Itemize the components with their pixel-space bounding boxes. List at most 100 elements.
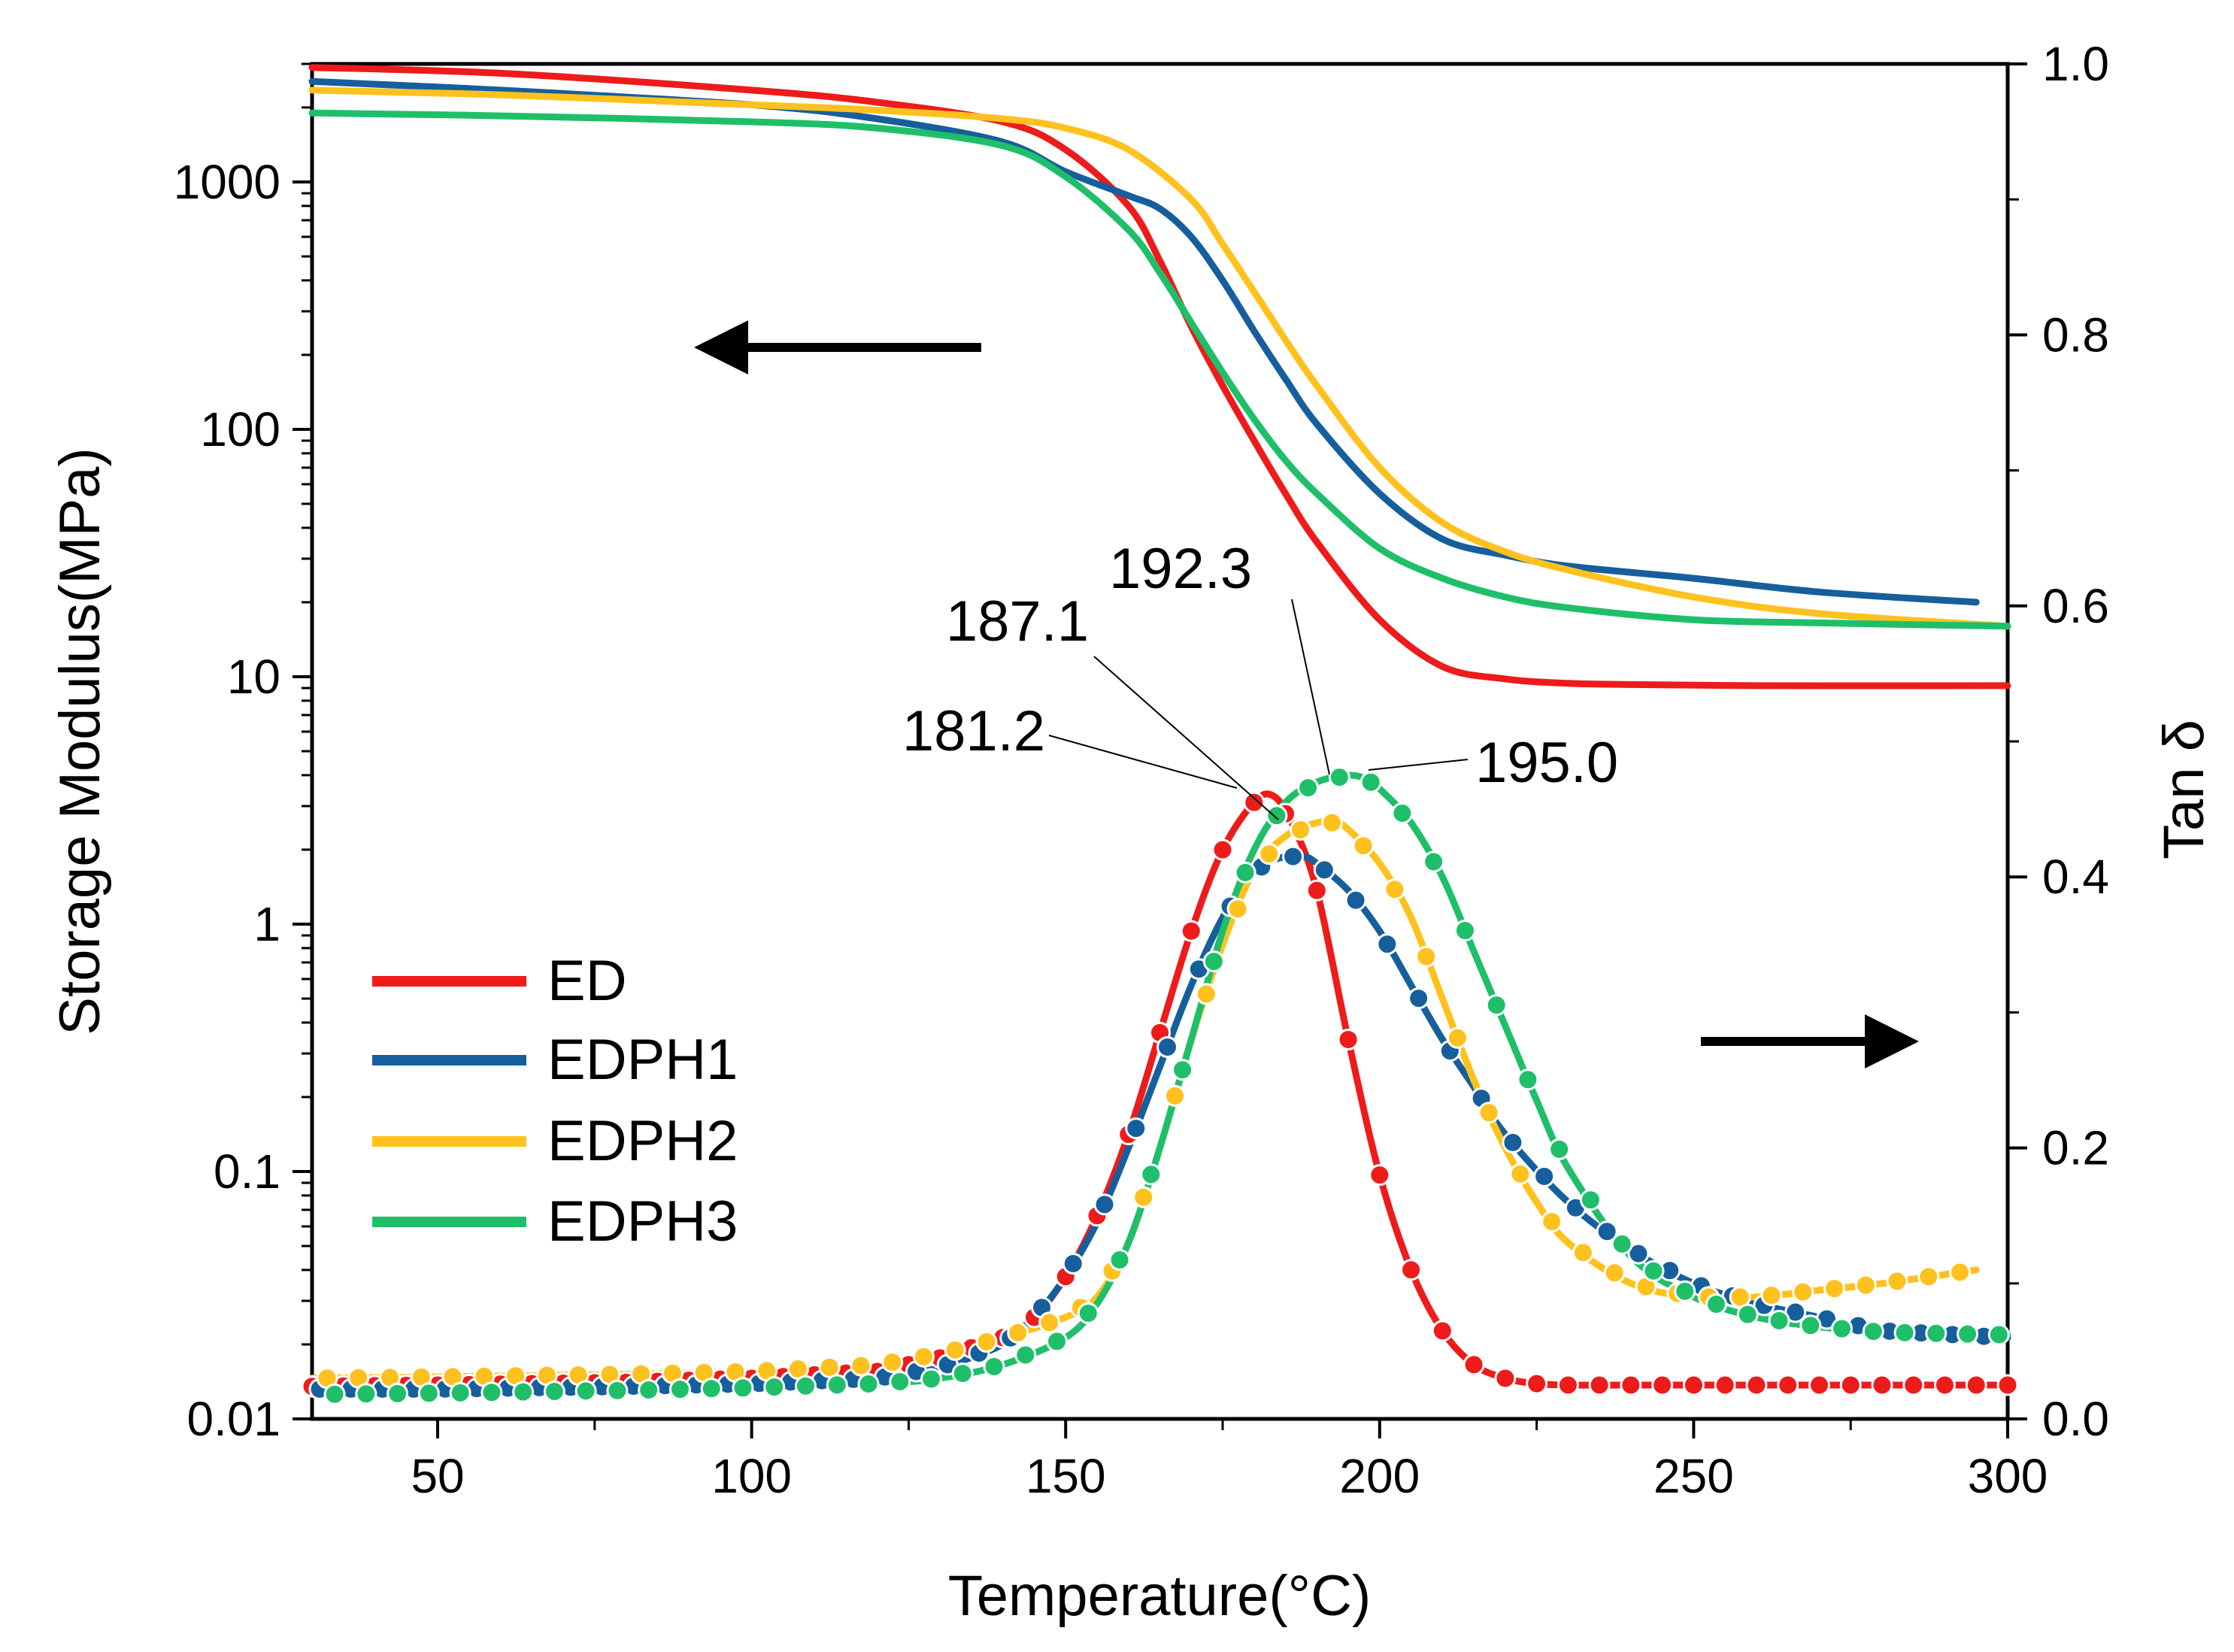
tan-delta-point-edph3 — [1140, 1163, 1162, 1186]
annotations: 181.2 187.1 192.3 195.0 — [902, 537, 1618, 820]
tan-delta-point-edph3 — [889, 1371, 911, 1393]
tan-delta-point-edph3 — [1517, 1068, 1539, 1091]
tan-delta-point-edph2 — [1509, 1162, 1532, 1185]
tan-delta-point-ed — [1305, 879, 1328, 902]
storage-modulus-line-edph2 — [308, 86, 2011, 630]
tan-delta-point-ed — [1337, 1028, 1359, 1050]
tan-delta-point-ed — [1557, 1374, 1579, 1396]
tan-delta-point-edph2 — [850, 1354, 872, 1377]
tan-delta-point-ed — [1839, 1374, 1862, 1396]
tan-delta-point-ed — [1620, 1374, 1642, 1396]
tan-delta-point-edph3 — [1862, 1320, 1884, 1343]
tan-delta-point-edph3 — [417, 1382, 440, 1405]
tan-delta-point-edph3 — [1831, 1317, 1854, 1340]
annotation-leader-192 — [1291, 599, 1330, 775]
tan-delta-point-edph1 — [1062, 1252, 1084, 1275]
tan-delta-point-ed — [1588, 1374, 1611, 1396]
tan-delta-point-edph3 — [386, 1382, 409, 1405]
tan-delta-point-edph3 — [1736, 1303, 1759, 1326]
tan-delta-point-edph3 — [1234, 861, 1256, 884]
tan-delta-point-edph3 — [700, 1378, 723, 1400]
tan-delta-point-edph2 — [1446, 1026, 1469, 1049]
tan-delta-point-edph2 — [1164, 1084, 1187, 1107]
tan-delta-point-edph3 — [1108, 1248, 1131, 1271]
legend-label-edph1: EDPH1 — [547, 1028, 738, 1092]
legend-label-edph2: EDPH2 — [547, 1109, 738, 1173]
tan-delta-point-edph3 — [857, 1373, 880, 1396]
y-right-tick-label: 1.0 — [2042, 37, 2109, 91]
tan-delta-point-edph3 — [1297, 777, 1320, 799]
tan-delta-point-ed — [1431, 1320, 1453, 1342]
tan-delta-point-edph3 — [1705, 1293, 1727, 1316]
tan-delta-point-edph1 — [1282, 845, 1305, 868]
tan-delta-point-ed — [1400, 1259, 1423, 1281]
tan-delta-point-edph3 — [1359, 771, 1382, 793]
y-axis-left-title: Storage Modulus(MPa) — [48, 447, 112, 1035]
tan-delta-point-edph1 — [1313, 859, 1335, 881]
storage-modulus-line-edph3 — [308, 109, 2011, 630]
tan-delta-point-edph3 — [543, 1381, 565, 1403]
y-left-tick-label: 1000 — [174, 155, 280, 209]
storage-modulus-line-ed — [308, 64, 2011, 690]
annotation-187: 187.1 — [946, 590, 1089, 653]
tan-delta-point-edph3 — [1172, 1059, 1194, 1081]
y-left-tick-label: 10 — [227, 650, 280, 704]
tan-delta-point-edph2 — [1258, 843, 1281, 865]
tan-delta-point-edph2 — [1007, 1321, 1029, 1344]
tan-delta-point-edph3 — [1611, 1232, 1633, 1255]
x-tick-label: 300 — [1968, 1449, 2048, 1503]
legend-item-ed: ED — [372, 949, 627, 1013]
tan-delta-point-edph2 — [1320, 811, 1343, 834]
y-axis-right-title: Tan δ — [2152, 720, 2216, 859]
tan-delta-point-edph2 — [1195, 983, 1217, 1005]
tan-delta-point-edph3 — [732, 1377, 754, 1399]
tan-delta-point-edph3 — [1674, 1280, 1696, 1302]
tan-delta-point-ed — [1871, 1374, 1893, 1396]
tan-delta-point-edph3 — [606, 1379, 629, 1402]
tan-delta-point-ed — [1526, 1372, 1548, 1395]
tan-delta-point-edph3 — [1579, 1189, 1602, 1211]
annotation-195: 195.0 — [1475, 731, 1618, 795]
x-axis-title: Temperature(°C) — [948, 1564, 1372, 1628]
tan-delta-point-edph2 — [1886, 1270, 1908, 1293]
y-right-tick-label: 0.8 — [2042, 308, 2109, 362]
legend-item-edph1: EDPH1 — [372, 1028, 738, 1092]
y-left-tick-label: 0.1 — [214, 1144, 280, 1199]
tan-delta-point-edph3 — [1957, 1323, 1979, 1345]
legend-label-edph3: EDPH3 — [547, 1190, 738, 1253]
tan-delta-point-edph2 — [912, 1345, 935, 1368]
tan-delta-point-edph1 — [1596, 1220, 1618, 1243]
tan-delta-point-edph3 — [951, 1362, 974, 1384]
tan-delta-point-edph3 — [1328, 766, 1350, 789]
tan-delta-point-edph1 — [1502, 1131, 1524, 1153]
tan-delta-point-ed — [1933, 1374, 1956, 1396]
y-left-tick-label: 100 — [200, 402, 280, 456]
tan-delta-point-edph3 — [355, 1383, 377, 1405]
annotation-192: 192.3 — [1109, 537, 1252, 601]
tan-delta-point-edph2 — [818, 1356, 841, 1378]
tan-delta-point-edph3 — [1077, 1302, 1099, 1324]
y-left-tick-label: 0.01 — [186, 1392, 280, 1446]
tan-delta-point-edph3 — [449, 1381, 471, 1404]
tan-delta-point-edph3 — [480, 1381, 503, 1404]
tan-delta-point-ed — [1494, 1367, 1517, 1390]
tan-delta-point-ed — [1180, 920, 1202, 942]
tan-delta-point-edph2 — [975, 1331, 998, 1353]
tan-delta-point-edph3 — [638, 1379, 660, 1402]
tan-delta-point-edph3 — [826, 1374, 848, 1396]
tan-delta-point-edph2 — [1478, 1102, 1500, 1124]
tan-delta-point-edph2 — [1226, 898, 1249, 920]
tan-delta-point-edph2 — [1823, 1278, 1845, 1300]
tan-delta-point-edph3 — [1453, 920, 1476, 942]
annotation-181: 181.2 — [902, 699, 1045, 763]
legend-label-ed: ED — [547, 949, 627, 1013]
tan-delta-point-ed — [1808, 1374, 1830, 1396]
tan-delta-point-ed — [1651, 1374, 1674, 1396]
tan-delta-point-ed — [1243, 791, 1266, 814]
tan-delta-point-edph1 — [1093, 1193, 1116, 1216]
tan-delta-point-edph2 — [1384, 878, 1406, 901]
tan-delta-point-edph3 — [1925, 1322, 1948, 1344]
tan-delta-point-edph1 — [1125, 1117, 1147, 1140]
tan-delta-point-ed — [1902, 1374, 1925, 1396]
